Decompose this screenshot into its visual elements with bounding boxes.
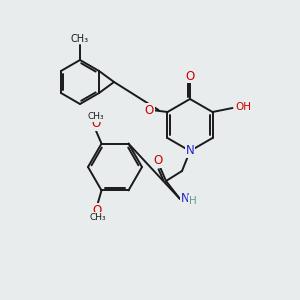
Text: O: O — [153, 154, 163, 167]
Text: OH: OH — [236, 102, 251, 112]
Text: O: O — [145, 103, 154, 116]
Text: CH₃: CH₃ — [87, 112, 104, 121]
Text: CH₃: CH₃ — [89, 213, 106, 222]
Text: O: O — [93, 204, 102, 217]
Text: H: H — [189, 196, 197, 206]
Text: N: N — [186, 145, 194, 158]
Text: O: O — [185, 70, 195, 83]
Text: O: O — [91, 117, 100, 130]
Text: N: N — [181, 193, 190, 206]
Text: CH₃: CH₃ — [71, 34, 89, 44]
